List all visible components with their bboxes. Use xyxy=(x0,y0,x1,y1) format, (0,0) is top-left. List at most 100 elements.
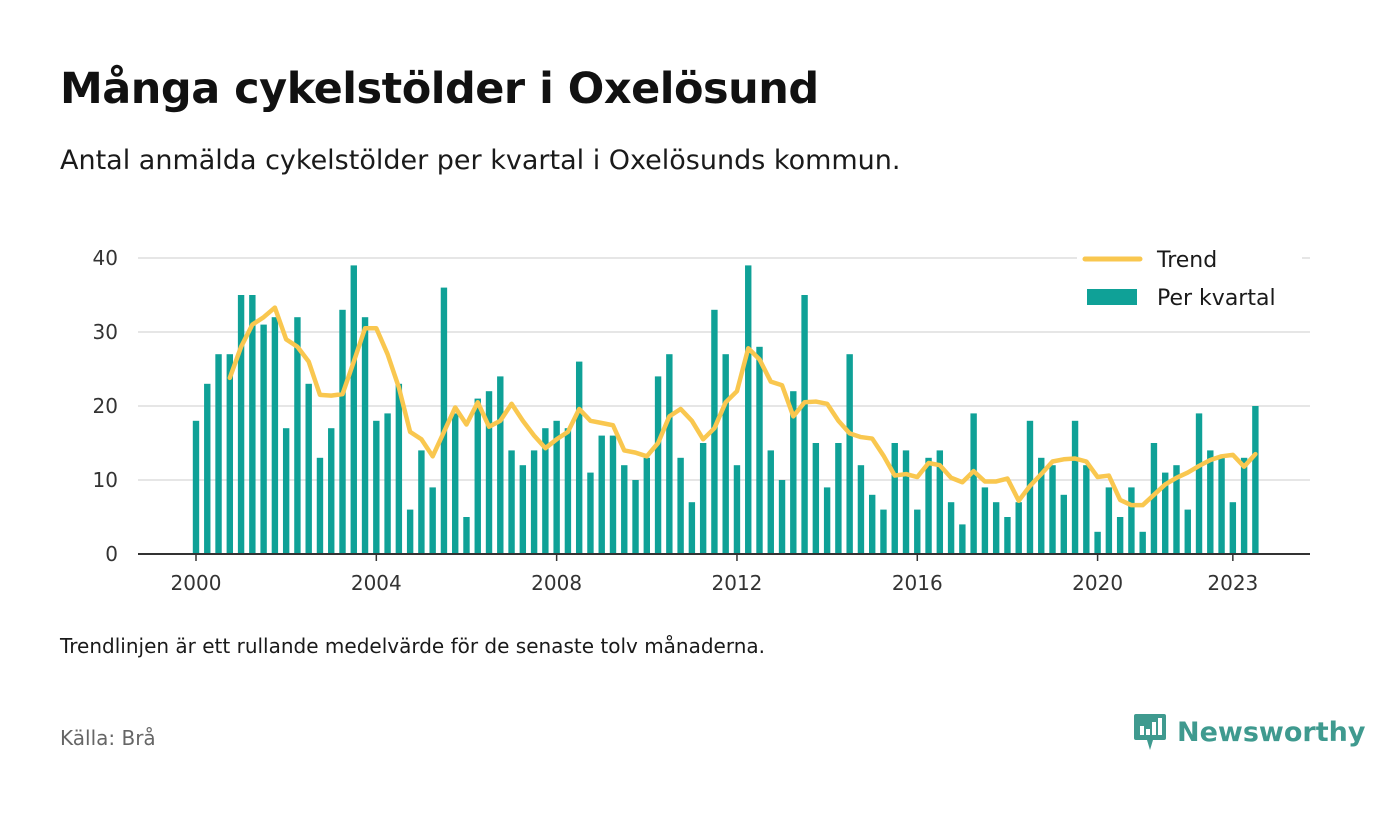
bar xyxy=(271,317,279,554)
x-tick-label: 2000 xyxy=(171,571,222,595)
newsworthy-logo: Newsworthy xyxy=(1133,712,1365,752)
bar xyxy=(767,450,774,554)
bar xyxy=(902,450,910,554)
y-tick-label: 30 xyxy=(93,320,118,344)
bar xyxy=(249,295,256,554)
bar xyxy=(677,457,684,554)
bar xyxy=(1229,502,1237,554)
bar xyxy=(1150,443,1158,554)
bar xyxy=(598,435,605,554)
newsworthy-logo-text: Newsworthy xyxy=(1177,716,1366,748)
chart-title: Många cykelstölder i Oxelösund xyxy=(60,64,819,114)
bar xyxy=(925,457,932,554)
bar xyxy=(1015,502,1022,554)
bar xyxy=(711,309,718,554)
bar xyxy=(1004,517,1011,554)
bar xyxy=(936,450,944,554)
bar xyxy=(1060,494,1067,554)
bar xyxy=(992,502,1000,554)
bar xyxy=(1083,465,1090,554)
y-axis-ticks: 0 10 20 30 40 xyxy=(93,246,118,566)
bar xyxy=(260,324,267,554)
bar xyxy=(1207,450,1214,554)
bar xyxy=(542,428,549,554)
bar xyxy=(530,450,538,554)
bar xyxy=(688,502,696,554)
bar xyxy=(654,376,662,554)
bar xyxy=(812,443,820,554)
bar-series xyxy=(192,265,1259,554)
trend-line xyxy=(227,305,1258,508)
bar xyxy=(733,465,741,554)
bar xyxy=(1252,406,1259,554)
bar xyxy=(1116,517,1124,554)
bar xyxy=(519,465,527,554)
bar xyxy=(373,420,380,554)
bar xyxy=(294,317,301,554)
bar xyxy=(621,465,628,554)
bar xyxy=(666,354,673,554)
bar xyxy=(609,435,617,554)
bar xyxy=(282,428,290,554)
bar xyxy=(1139,531,1146,554)
bar xyxy=(463,517,470,554)
bar xyxy=(1162,472,1169,554)
bar xyxy=(429,487,436,554)
bar xyxy=(846,354,853,554)
chart-note: Trendlinjen är ett rullande medelvärde f… xyxy=(60,634,766,658)
bar xyxy=(722,354,729,554)
bar xyxy=(1049,465,1056,554)
bar xyxy=(587,472,594,554)
bar xyxy=(1218,457,1225,554)
x-tick-label: 2008 xyxy=(531,571,582,595)
y-tick-label: 40 xyxy=(93,246,118,270)
bar xyxy=(361,317,369,554)
bar xyxy=(452,413,459,554)
bar xyxy=(1071,420,1079,554)
legend: Trend Per kvartal xyxy=(1077,244,1302,322)
bar xyxy=(1184,509,1191,554)
bar xyxy=(226,354,234,554)
bar xyxy=(215,354,222,554)
bar xyxy=(1105,487,1113,554)
legend-bar-label: Per kvartal xyxy=(1157,286,1276,311)
bar xyxy=(305,383,312,554)
bar xyxy=(316,457,324,554)
chart-subtitle: Antal anmälda cykelstölder per kvartal i… xyxy=(60,145,901,176)
bar xyxy=(497,376,504,554)
bar xyxy=(947,502,955,554)
bar xyxy=(406,509,414,554)
y-tick-label: 10 xyxy=(93,468,118,492)
bar xyxy=(643,457,650,554)
bar xyxy=(835,443,842,554)
bar xyxy=(1094,531,1101,554)
bar xyxy=(632,480,639,554)
x-tick-label: 2020 xyxy=(1072,571,1123,595)
bar xyxy=(1038,457,1045,554)
bar xyxy=(1173,465,1180,554)
bar xyxy=(970,413,977,554)
bar xyxy=(192,420,200,554)
bar xyxy=(778,480,786,554)
chart-area: 0 10 20 30 40 2000 2004 2008 2012 2016 2020 2023 T… xyxy=(93,244,1310,595)
trend-series xyxy=(227,305,1258,508)
bar xyxy=(508,450,515,554)
bar xyxy=(204,383,211,554)
x-axis-ticks: 2000 2004 2008 2012 2016 2020 2023 xyxy=(171,554,1258,595)
bar xyxy=(474,398,481,554)
bar xyxy=(384,413,391,554)
bar xyxy=(880,509,887,554)
bar xyxy=(756,346,763,554)
bar xyxy=(981,487,989,554)
bar xyxy=(395,383,403,554)
newsworthy-chart-bubble-icon xyxy=(1134,714,1166,750)
legend-trend-label: Trend xyxy=(1156,248,1217,273)
bar xyxy=(418,450,425,554)
x-tick-label: 2016 xyxy=(892,571,943,595)
bar xyxy=(237,295,245,554)
legend-bar-swatch xyxy=(1087,289,1137,305)
bar xyxy=(328,428,335,554)
y-tick-label: 0 xyxy=(105,542,118,566)
bar xyxy=(914,509,921,554)
bar xyxy=(553,420,560,554)
